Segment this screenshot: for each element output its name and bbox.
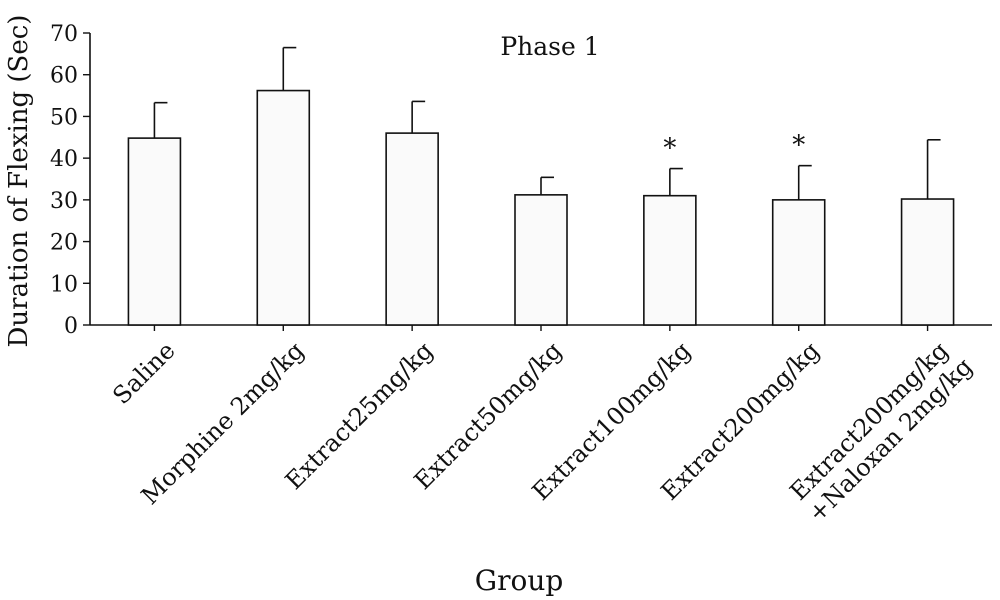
y-tick-label: 70 bbox=[50, 22, 78, 47]
bar bbox=[256, 89, 311, 326]
significance-marker: * bbox=[663, 134, 676, 164]
bar bbox=[900, 198, 955, 326]
significance-marker: * bbox=[792, 131, 805, 161]
x-tick-label: Saline bbox=[107, 336, 180, 409]
bar bbox=[385, 132, 439, 326]
bar bbox=[514, 194, 568, 326]
x-tick-label: +Naloxan 2mg/kg bbox=[803, 352, 978, 527]
bar bbox=[127, 137, 182, 326]
y-tick-label: 50 bbox=[50, 105, 78, 130]
y-tick-label: 60 bbox=[50, 64, 78, 89]
bar bbox=[771, 199, 826, 326]
y-tick-label: 10 bbox=[50, 272, 78, 297]
x-axis-label: Group bbox=[475, 564, 564, 597]
bar bbox=[643, 194, 697, 326]
y-tick-label: 40 bbox=[50, 147, 78, 172]
y-tick-label: 0 bbox=[64, 314, 78, 339]
chart-title: Phase 1 bbox=[500, 32, 599, 61]
y-tick-label: 20 bbox=[50, 231, 78, 256]
y-axis-label: Duration of Flexing (Sec) bbox=[4, 15, 34, 348]
y-tick-label: 30 bbox=[50, 189, 78, 214]
